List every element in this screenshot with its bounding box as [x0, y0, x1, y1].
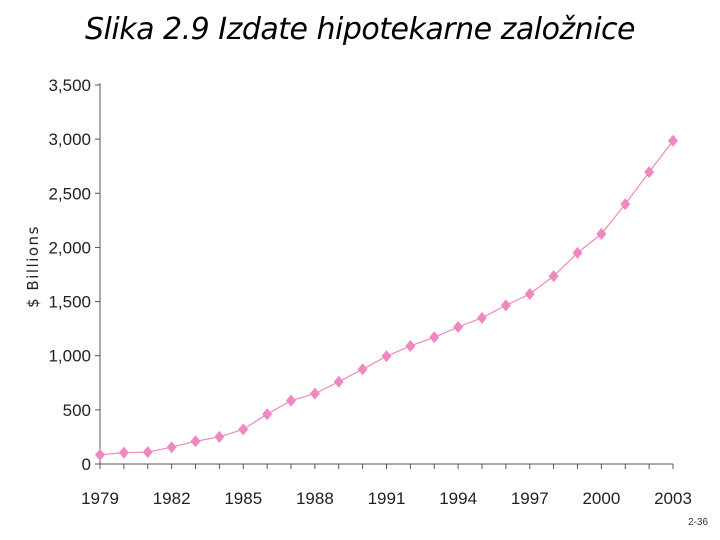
data-point-marker	[620, 198, 631, 211]
y-tick-label: 500	[63, 401, 91, 420]
y-tick-label: 2,000	[48, 238, 91, 257]
data-point-marker	[381, 350, 392, 363]
data-point-marker	[596, 227, 607, 240]
series-line	[99, 140, 674, 456]
data-point-marker	[333, 375, 344, 388]
data-point-marker	[572, 246, 583, 259]
data-point-marker	[262, 408, 273, 421]
y-tick-label: 3,500	[48, 76, 91, 95]
y-tick-label: 0	[82, 455, 91, 474]
data-point-marker	[644, 166, 655, 179]
data-point-marker	[453, 321, 464, 334]
data-point-marker	[238, 423, 249, 436]
x-tick-label: 1991	[368, 489, 406, 508]
data-point-marker	[95, 448, 105, 461]
x-tick-label: 1982	[153, 489, 191, 508]
data-point-marker	[500, 299, 511, 312]
x-tick-label: 1988	[296, 489, 334, 508]
y-axis-label: $ Billions	[24, 225, 42, 308]
x-tick-label: 1997	[511, 489, 549, 508]
y-tick-label: 2,500	[48, 184, 91, 203]
data-point-marker	[429, 331, 440, 344]
y-tick-label: 3,000	[48, 130, 91, 149]
data-point-marker	[142, 446, 153, 459]
y-tick-label: 1,500	[48, 293, 91, 312]
data-point-marker	[524, 287, 535, 300]
data-point-marker	[405, 339, 416, 352]
data-point-marker	[214, 430, 225, 443]
chart-axes: 0 500 1,000 1,500 2,000 2,500 3,000 3,500 1979 19…	[24, 76, 692, 508]
data-point-marker	[166, 441, 177, 454]
data-point-marker	[118, 446, 129, 459]
data-point-marker	[357, 363, 368, 376]
x-tick-label: 1979	[81, 489, 119, 508]
y-tick-label: 1,000	[48, 347, 91, 366]
x-tick-label: 1985	[224, 489, 262, 508]
slide-title: Slika 2.9 Izdate hipotekarne založnice	[85, 12, 635, 47]
data-point-marker	[477, 311, 487, 324]
data-point-marker	[548, 270, 559, 283]
x-tick-label: 2000	[582, 489, 620, 508]
data-point-marker	[190, 435, 201, 448]
series-layer	[95, 134, 678, 461]
data-point-marker	[668, 134, 678, 147]
data-point-marker	[309, 387, 320, 400]
x-tick-label: 2003	[654, 489, 692, 508]
x-tick-label: 1994	[439, 489, 477, 508]
data-point-marker	[286, 394, 296, 407]
page-number: 2-36	[687, 517, 708, 528]
